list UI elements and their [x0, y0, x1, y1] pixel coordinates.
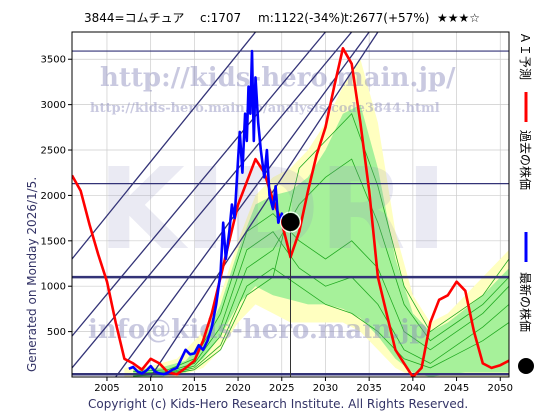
x-tick-label: 2020 [225, 383, 250, 394]
legend-label: 最新の株価 [518, 272, 533, 332]
latest-price-dot [281, 213, 300, 232]
chart-title: 3844=コムチュア c:1707 m:1122(-34%) t:2677(+5… [84, 11, 480, 25]
x-tick-label: 2045 [444, 383, 469, 394]
band-line [133, 267, 509, 376]
x-tick-label: 2010 [138, 383, 163, 394]
copyright-text: Copyright (c) Kids-Hero Research Institu… [88, 397, 468, 411]
x-tick-label: 2040 [400, 383, 425, 394]
latest-marker [280, 211, 301, 377]
trend-line [72, 32, 353, 369]
band-line [133, 112, 509, 377]
plot-frame [71, 31, 510, 378]
series-past-price [128, 49, 288, 376]
title-rating: ★★★☆ [437, 11, 480, 25]
x-axis: 2005 2010 2015 2020 2025 2030 2035 2040 2045 2050 [94, 377, 513, 394]
x-tick-label: 2025 [269, 383, 294, 394]
title-target: t:2677(+57%) [344, 11, 429, 25]
legend-entry: ＡＩ予測 [518, 32, 532, 122]
legend-label: 過去の株価 [518, 130, 533, 190]
y-axis: 500 1000 1500 2000 2500 3000 3500 [41, 55, 72, 338]
y-tick-label: 1500 [41, 236, 66, 247]
y-tick-label: 1000 [41, 282, 66, 293]
trend-line [72, 32, 257, 260]
x-tick-label: 2015 [182, 383, 207, 394]
watermark-url-code: http://kids-hero.main.jp/analysis/code38… [90, 101, 440, 116]
watermark-info: info@kids-hero.main.jp [88, 315, 428, 345]
y-tick-label: 2500 [41, 146, 66, 157]
x-tick-label: 2030 [313, 383, 338, 394]
x-tick-label: 2035 [356, 383, 381, 394]
legend-entry: 過去の株価 [518, 130, 533, 262]
generated-label: Generated on Monday 2026/1/5. [25, 177, 39, 372]
title-current: c:1707 [200, 11, 241, 25]
latest-price-ring [280, 211, 301, 233]
title-code-name: 3844=コムチュア [84, 11, 184, 25]
y-tick-label: 3500 [41, 55, 66, 66]
trend-line [150, 32, 379, 377]
plot-area: http://kids-hero.main.jp/ http://kids-he… [71, 31, 510, 378]
title-min: m:1122(-34%) [258, 11, 345, 25]
band-line [133, 231, 509, 374]
y-tick-label: 3000 [41, 100, 66, 111]
band-line [133, 158, 509, 375]
x-tick-label: 2050 [488, 383, 513, 394]
y-tick-label: 500 [47, 327, 66, 338]
x-tick-label: 2005 [94, 383, 119, 394]
legend-label: ＡＩ予測 [518, 32, 532, 80]
trend-line [115, 32, 370, 377]
legend-swatch [518, 358, 534, 374]
y-tick-label: 2000 [41, 191, 66, 202]
legend-entry: 最新の株価 [518, 272, 534, 374]
